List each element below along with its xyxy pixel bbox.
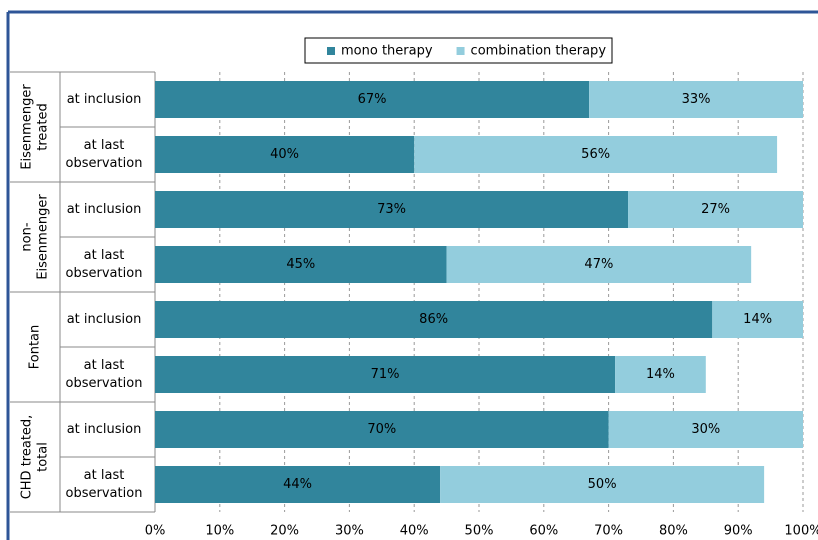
y-tick-label: observation: [66, 266, 143, 281]
bar-segment: [414, 136, 778, 173]
value-label: 33%: [682, 92, 711, 107]
legend-swatch: [327, 47, 335, 55]
value-label: 44%: [283, 477, 312, 492]
bar-segment: [155, 191, 629, 228]
bar-segment: [712, 301, 803, 338]
group-label: Fontan: [28, 325, 43, 370]
bar-segment: [440, 466, 765, 503]
x-tick-label: 50%: [465, 524, 494, 539]
y-tick-label: at last: [84, 138, 125, 153]
legend-label: mono therapy: [341, 44, 433, 59]
bar-segment: [628, 191, 803, 228]
x-tick-label: 20%: [270, 524, 299, 539]
y-tick-label: observation: [66, 156, 143, 171]
value-label: 40%: [270, 147, 299, 162]
y-tick-label: at inclusion: [67, 422, 142, 437]
group-label: total: [36, 442, 51, 472]
bar-segment: [608, 411, 803, 448]
group-label: Eisenmenger: [36, 194, 51, 280]
bar-segment: [155, 246, 447, 283]
value-label: 56%: [581, 147, 610, 162]
bar-segment: [446, 246, 752, 283]
y-tick-label: at last: [84, 358, 125, 373]
legend-swatch: [456, 47, 465, 55]
group-label: non-: [20, 222, 35, 251]
value-label: 67%: [358, 92, 387, 107]
value-label: 45%: [286, 257, 315, 272]
value-label: 47%: [584, 257, 613, 272]
value-label: 50%: [588, 477, 617, 492]
value-label: 14%: [646, 367, 675, 382]
bar-segment: [155, 411, 609, 448]
bar-segment: [615, 356, 706, 393]
y-tick-label: at inclusion: [67, 202, 142, 217]
bar-segment: [155, 301, 713, 338]
value-label: 27%: [701, 202, 730, 217]
y-tick-label: at last: [84, 248, 125, 263]
bar-segment: [155, 81, 590, 118]
x-tick-label: 70%: [594, 524, 623, 539]
bar-segment: [589, 81, 803, 118]
value-label: 71%: [371, 367, 400, 382]
value-label: 30%: [691, 422, 720, 437]
x-tick-label: 40%: [400, 524, 429, 539]
x-tick-label: 0%: [145, 524, 166, 539]
x-tick-label: 100%: [784, 524, 818, 539]
value-label: 70%: [367, 422, 396, 437]
bar-segment: [155, 356, 616, 393]
y-tick-label: at last: [84, 468, 125, 483]
x-tick-label: 80%: [659, 524, 688, 539]
group-label: treated: [36, 103, 51, 150]
x-tick-label: 60%: [529, 524, 558, 539]
y-tick-label: observation: [66, 376, 143, 391]
group-label: CHD treated,: [20, 415, 35, 500]
legend-label: combination therapy: [471, 44, 607, 59]
value-label: 86%: [419, 312, 448, 327]
x-tick-label: 90%: [724, 524, 753, 539]
group-label: Eisenmenger: [20, 84, 35, 170]
bar-segment: [155, 136, 415, 173]
y-tick-label: at inclusion: [67, 312, 142, 327]
x-tick-label: 10%: [205, 524, 234, 539]
value-label: 73%: [377, 202, 406, 217]
y-tick-label: at inclusion: [67, 92, 142, 107]
x-tick-label: 30%: [335, 524, 364, 539]
bar-segment: [155, 466, 441, 503]
y-tick-label: observation: [66, 486, 143, 501]
value-label: 14%: [743, 312, 772, 327]
